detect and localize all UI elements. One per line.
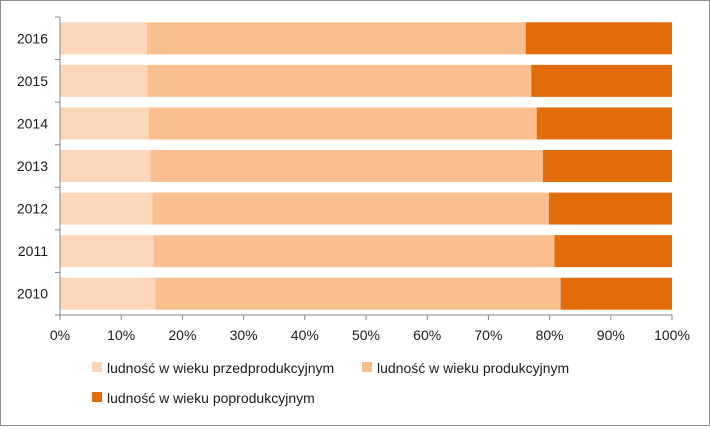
bar-2013-series-3 <box>542 150 672 182</box>
legend-swatch-series-2 <box>362 362 372 372</box>
x-tick-label: 70% <box>474 327 502 343</box>
x-tick-label: 50% <box>352 327 380 343</box>
bar-2010-series-2 <box>155 277 561 310</box>
bar-2012-series-1 <box>60 192 153 225</box>
legend-label-series-1: ludność w wieku przedprodukcyjnym <box>107 360 334 376</box>
x-tick-label: 30% <box>230 327 258 343</box>
x-tick-label: 80% <box>536 327 564 343</box>
legend-swatch-series-1 <box>92 362 102 372</box>
bar-2014-series-2 <box>148 107 537 140</box>
y-tick-label: 2015 <box>17 73 48 89</box>
bar-2015-series-2 <box>147 64 532 97</box>
legend: ludność w wieku przedprodukcyjnym ludność… <box>92 360 569 406</box>
y-tick-label: 2012 <box>17 201 48 217</box>
y-tick-label: 2013 <box>17 158 48 174</box>
y-tick-label: 2011 <box>18 243 48 259</box>
bar-2011-series-2 <box>153 235 555 268</box>
bar-2013-series-2 <box>150 150 543 182</box>
x-tick-label: 40% <box>291 327 319 343</box>
bar-2015-series-3 <box>531 64 672 97</box>
x-tick-label: 100% <box>654 327 690 343</box>
x-tick-label: 10% <box>107 327 135 343</box>
legend-swatch-series-3 <box>92 392 102 402</box>
y-tick-label: 2014 <box>17 115 48 131</box>
bar-2012-series-2 <box>152 192 549 225</box>
bar-2012-series-3 <box>548 192 672 225</box>
bar-2015-series-1 <box>60 64 148 97</box>
bar-2016-series-2 <box>146 22 526 55</box>
bar-2016-series-1 <box>60 22 147 55</box>
bar-2014-series-3 <box>536 107 672 140</box>
bar-2014-series-1 <box>60 107 149 140</box>
legend-label-series-3: ludność w wieku poprodukcyjnym <box>107 390 315 406</box>
axes-layer: 2010 2011 2012 2013 2014 2015 2016 0% 10% 20% 30% 4… <box>17 16 690 343</box>
y-tick-label: 2010 <box>17 286 48 302</box>
x-tick-label: 60% <box>413 327 441 343</box>
bar-2016-series-3 <box>525 22 672 55</box>
x-tick-label: 90% <box>597 327 625 343</box>
bars-layer <box>60 22 672 310</box>
x-tick-label: 20% <box>168 327 196 343</box>
y-tick-label: 2016 <box>17 30 48 46</box>
bar-2013-series-1 <box>60 150 151 182</box>
bar-2010-series-3 <box>560 277 672 310</box>
legend-label-series-2: ludność w wieku produkcyjnym <box>377 360 569 376</box>
bar-2010-series-1 <box>60 277 156 310</box>
bar-2011-series-1 <box>60 235 154 268</box>
x-tick-label: 0% <box>50 327 70 343</box>
bar-2011-series-3 <box>554 235 672 268</box>
